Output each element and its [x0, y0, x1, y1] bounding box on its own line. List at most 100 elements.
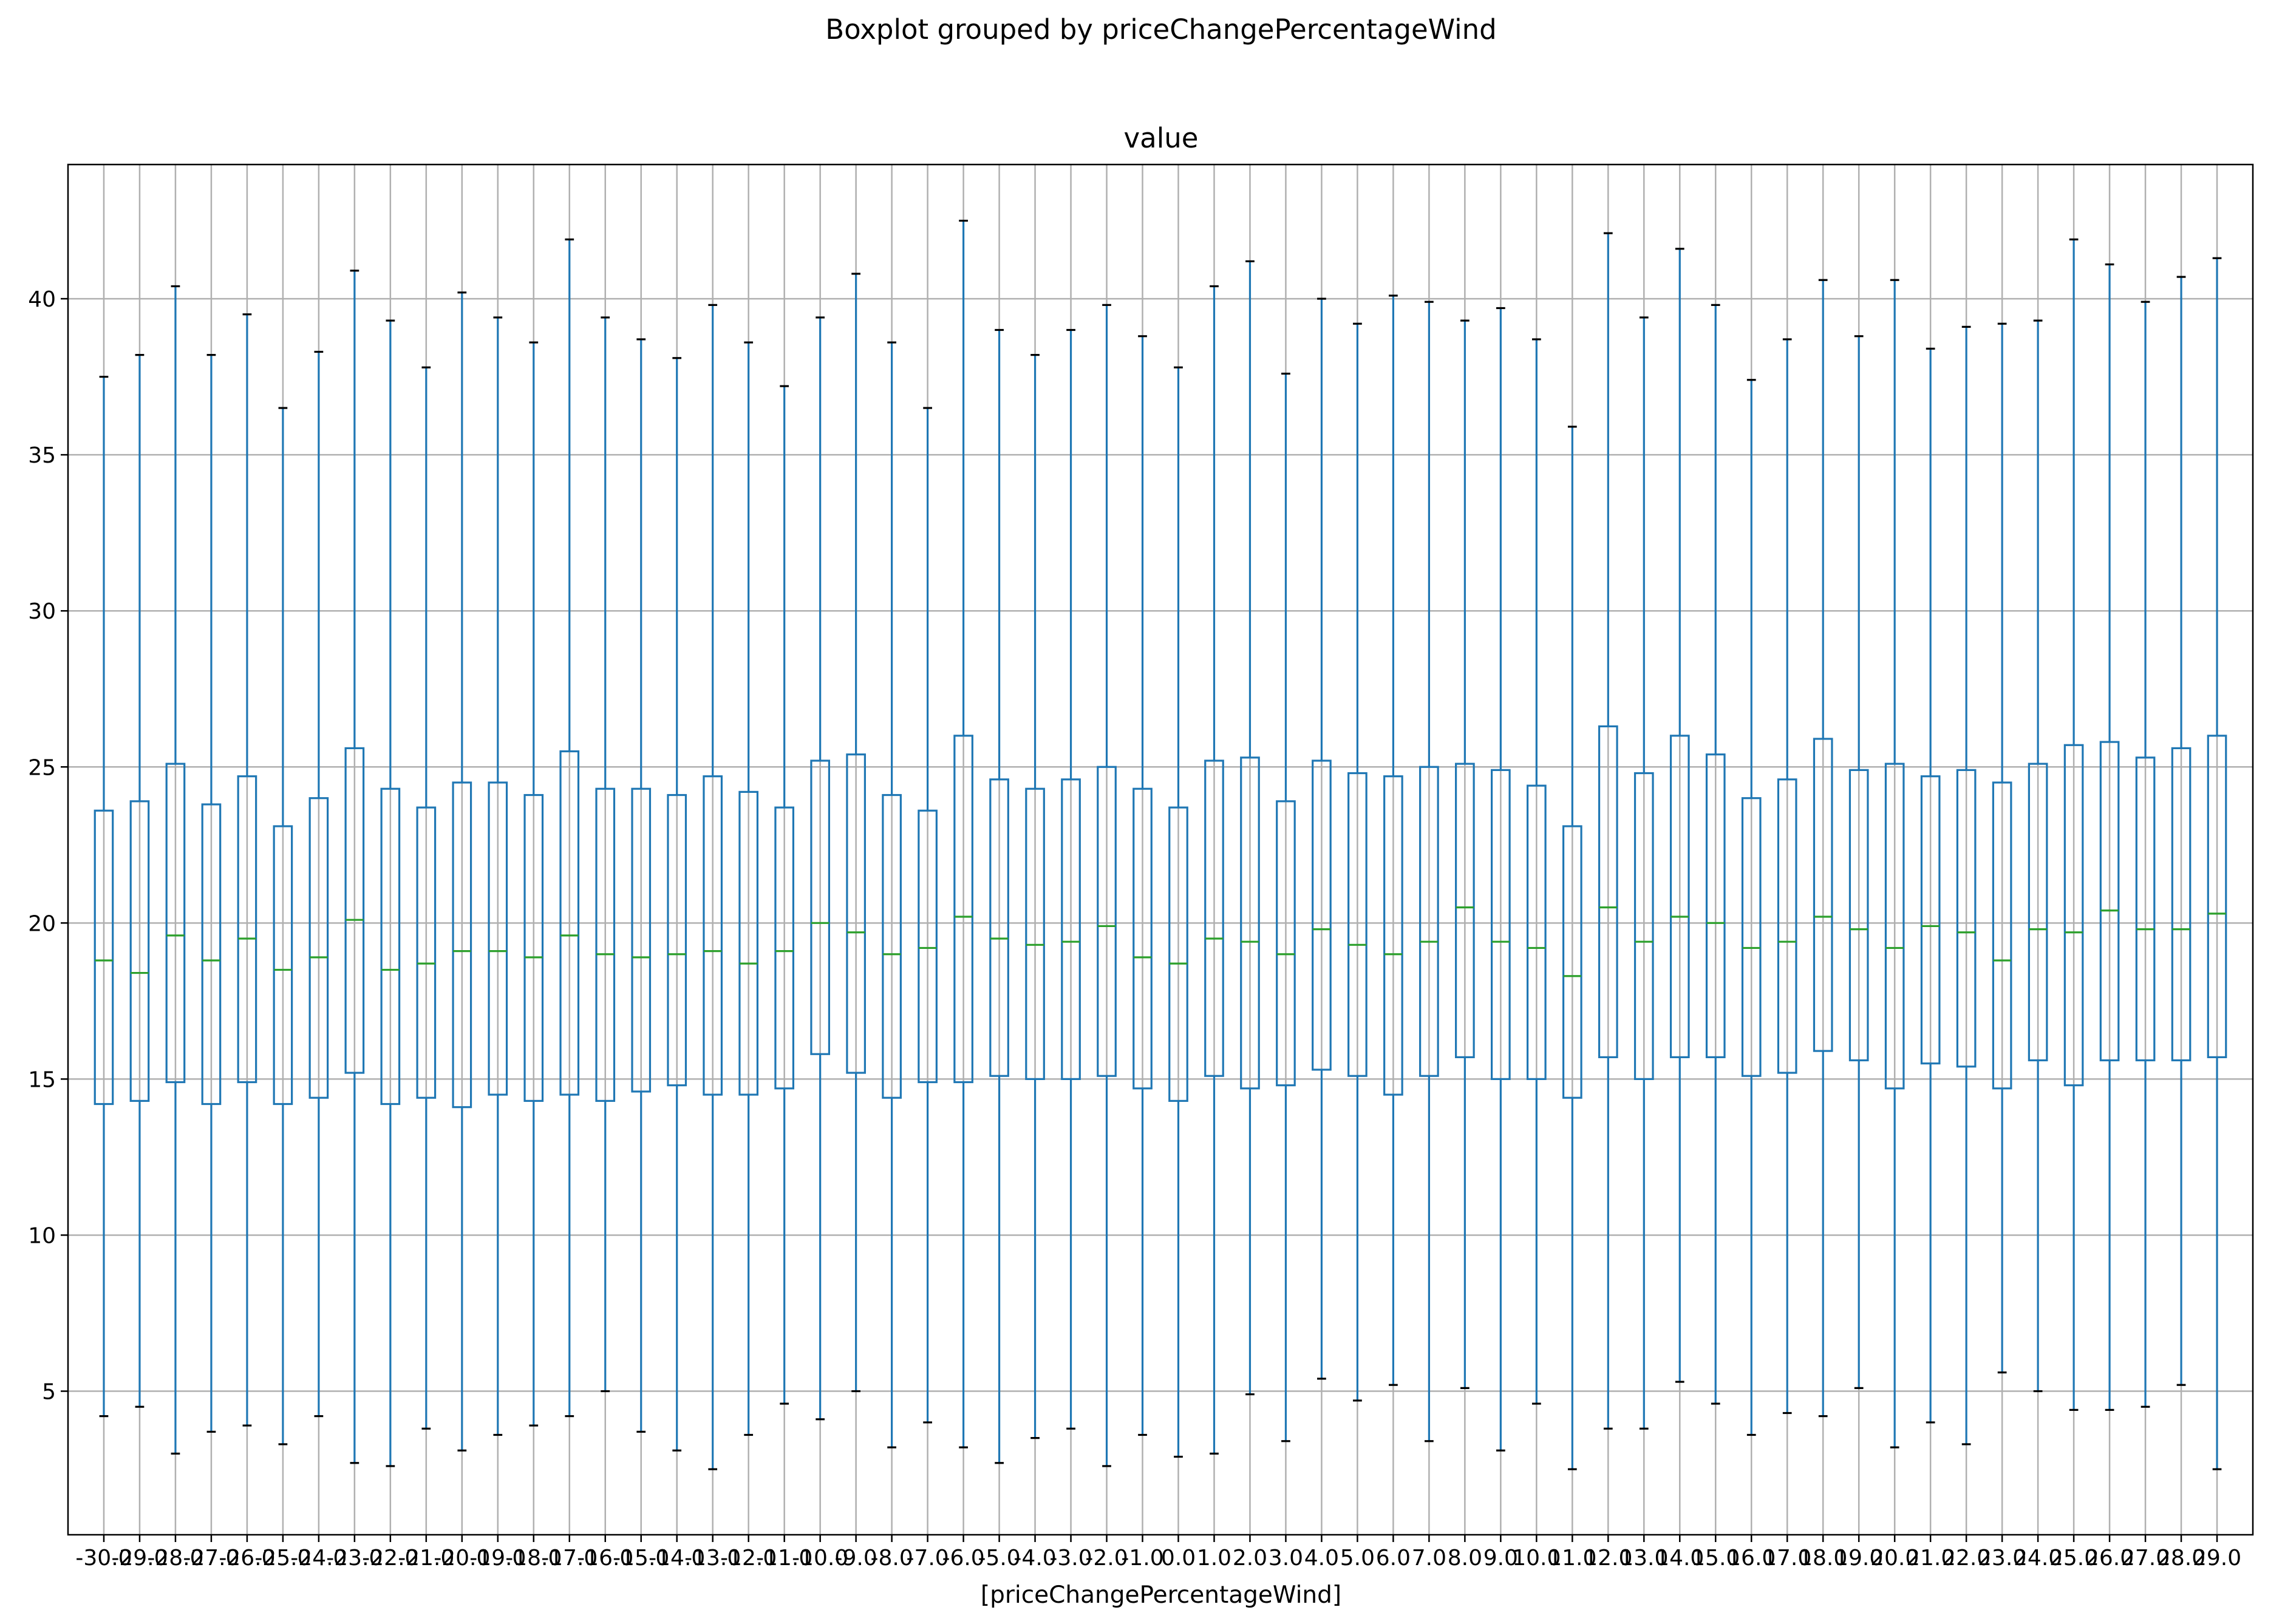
iqr-box [774, 806, 795, 1090]
iqr-box [1920, 775, 1941, 1065]
iqr-box [1455, 763, 1475, 1058]
iqr-box [703, 775, 723, 1096]
iqr-box [308, 797, 329, 1099]
x-axis-label: [priceChangePercentageWind] [981, 1582, 1341, 1609]
x-tick-label: 13.0 [1620, 1546, 1668, 1571]
box-11.0 [1562, 426, 1582, 1470]
chart-title: value [1124, 122, 1199, 154]
box-27.0 [2135, 301, 2156, 1408]
x-tick-label: 8.0 [1448, 1546, 1482, 1571]
iqr-box [1705, 753, 1726, 1058]
box-29.0 [2207, 257, 2227, 1470]
box--29.0 [129, 354, 150, 1408]
x-tick-label: -29.0 [111, 1546, 168, 1571]
x-tick-label: -22.0 [362, 1546, 418, 1571]
y-tick-label: 20 [28, 911, 56, 936]
x-tick-label: -21.0 [398, 1546, 454, 1571]
x-tick-label: 17.0 [1763, 1546, 1811, 1571]
box--17.0 [559, 238, 580, 1418]
box-24.0 [2028, 319, 2048, 1393]
x-tick-label: 24.0 [2014, 1546, 2062, 1571]
iqr-box [165, 763, 186, 1084]
box-series [94, 219, 2227, 1470]
box--25.0 [273, 407, 293, 1446]
box--12.0 [738, 341, 759, 1436]
x-tick-label: 18.0 [1799, 1546, 1847, 1571]
box-5.0 [1347, 322, 1367, 1402]
x-tick-label: -7.0 [906, 1546, 949, 1571]
box-26.0 [2099, 263, 2120, 1411]
x-tick-label: 5.0 [1340, 1546, 1375, 1571]
iqr-box [1025, 787, 1045, 1080]
iqr-box [1204, 759, 1224, 1077]
iqr-box [559, 750, 580, 1096]
box-4.0 [1312, 297, 1332, 1380]
box-0.0 [1168, 366, 1188, 1458]
iqr-box [1669, 735, 1690, 1058]
iqr-box [631, 787, 652, 1093]
box--21.0 [416, 366, 437, 1430]
iqr-box [1562, 825, 1582, 1099]
iqr-box [452, 781, 472, 1109]
x-tick-label: 23.0 [1978, 1546, 2026, 1571]
iqr-box [201, 803, 222, 1106]
iqr-box [1276, 800, 1296, 1087]
box--7.0 [918, 407, 938, 1424]
x-tick-label: 29.0 [2193, 1546, 2241, 1571]
iqr-box [2171, 747, 2192, 1062]
iqr-box [738, 790, 759, 1096]
x-tick-label: 28.0 [2157, 1546, 2205, 1571]
x-tick-label: -3.0 [1049, 1546, 1092, 1571]
x-tick-label: 11.0 [1548, 1546, 1596, 1571]
x-tick-label: 22.0 [1942, 1546, 1991, 1571]
iqr-box [1132, 787, 1153, 1090]
x-tick-label: -11.0 [756, 1546, 812, 1571]
x-tick-label: -25.0 [254, 1546, 311, 1571]
x-tick-label: 26.0 [2085, 1546, 2134, 1571]
iqr-box [1598, 725, 1618, 1058]
box-13.0 [1633, 316, 1654, 1430]
x-tick-label: -18.0 [505, 1546, 562, 1571]
x-tick-label: 3.0 [1269, 1546, 1303, 1571]
x-tick-label: 7.0 [1412, 1546, 1446, 1571]
y-axis: 5 10 15 20 25 30 35 40 [28, 287, 68, 1405]
y-tick-label: 10 [28, 1223, 56, 1248]
x-tick-label: 2.0 [1233, 1546, 1267, 1571]
box--22.0 [380, 319, 401, 1467]
x-tick-label: -12.0 [720, 1546, 777, 1571]
box-1.0 [1204, 285, 1224, 1455]
iqr-box [1240, 756, 1260, 1090]
iqr-box [1633, 772, 1654, 1080]
box-9.0 [1490, 307, 1511, 1452]
x-tick-label: 12.0 [1584, 1546, 1632, 1571]
x-tick-label: 21.0 [1906, 1546, 1955, 1571]
iqr-box [1956, 769, 1977, 1068]
x-tick-label: 19.0 [1834, 1546, 1883, 1571]
iqr-box [1777, 778, 1797, 1074]
iqr-box [2099, 741, 2120, 1062]
iqr-box [882, 793, 902, 1099]
iqr-box [344, 747, 365, 1074]
x-tick-label: 0.0 [1161, 1546, 1196, 1571]
iqr-box [94, 809, 114, 1106]
iqr-box [1097, 766, 1117, 1077]
plot-area-background [68, 165, 2253, 1535]
box-16.0 [1741, 379, 1762, 1436]
x-tick-label: 9.0 [1483, 1546, 1518, 1571]
box--2.0 [1097, 304, 1117, 1467]
x-tick-label: 20.0 [1870, 1546, 1919, 1571]
box-19.0 [1848, 335, 1869, 1389]
box--27.0 [201, 354, 222, 1433]
box--16.0 [595, 316, 616, 1393]
box--28.0 [165, 285, 186, 1455]
iqr-box [1884, 763, 1905, 1090]
y-tick-label: 5 [42, 1380, 56, 1405]
box--4.0 [1025, 354, 1045, 1439]
iqr-box [523, 793, 544, 1102]
y-tick-label: 15 [28, 1067, 56, 1092]
iqr-box [1526, 784, 1547, 1080]
iqr-box [488, 781, 508, 1096]
x-tick-label: 4.0 [1304, 1546, 1339, 1571]
x-tick-label: 25.0 [2049, 1546, 2098, 1571]
x-tick-label: -30.0 [75, 1546, 132, 1571]
